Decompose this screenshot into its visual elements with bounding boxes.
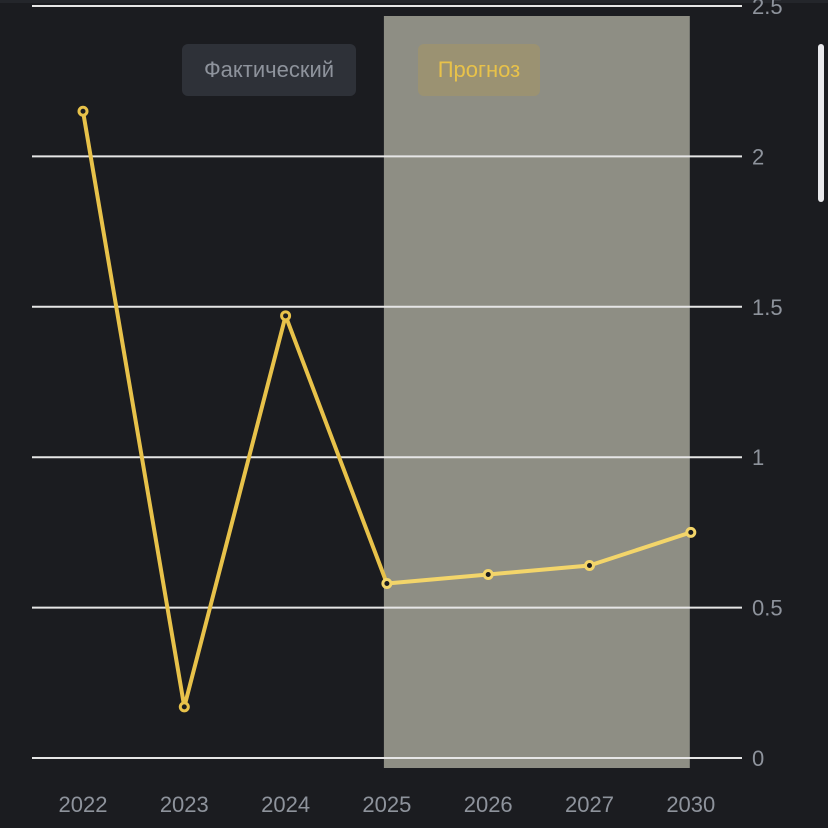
x-tick-label: 2027 xyxy=(565,792,614,817)
x-tick-label: 2022 xyxy=(59,792,108,817)
y-tick-label: 1.5 xyxy=(752,295,783,320)
x-tick-label: 2025 xyxy=(362,792,411,817)
data-point xyxy=(685,526,697,538)
y-tick-label: 2.5 xyxy=(752,0,783,19)
data-point xyxy=(178,701,190,713)
legend-actual-label: Фактический xyxy=(203,57,335,82)
legend-forecast-chip[interactable]: Прогноз xyxy=(418,44,540,96)
data-point xyxy=(482,569,494,581)
series-line-actual xyxy=(81,110,389,709)
data-point xyxy=(381,578,393,590)
data-point xyxy=(584,559,595,571)
forecast-band xyxy=(383,16,690,768)
y-tick-label: 0.5 xyxy=(752,596,783,621)
x-tick-label: 2024 xyxy=(261,792,310,817)
legend-actual-chip[interactable]: Фактический xyxy=(182,44,356,96)
y-tick-label: 2 xyxy=(752,144,764,169)
data-point xyxy=(280,310,292,322)
legend-forecast-label: Прогноз xyxy=(437,57,521,82)
top-border xyxy=(0,0,828,3)
x-tick-label: 2023 xyxy=(160,792,209,817)
data-point xyxy=(77,105,89,117)
y-tick-label: 0 xyxy=(752,746,764,771)
scrollbar-thumb[interactable] xyxy=(818,44,824,202)
y-tick-label: 1 xyxy=(752,445,764,470)
x-tick-label: 2030 xyxy=(666,792,715,817)
series-line-forecast xyxy=(386,530,692,586)
x-tick-label: 2026 xyxy=(464,792,513,817)
